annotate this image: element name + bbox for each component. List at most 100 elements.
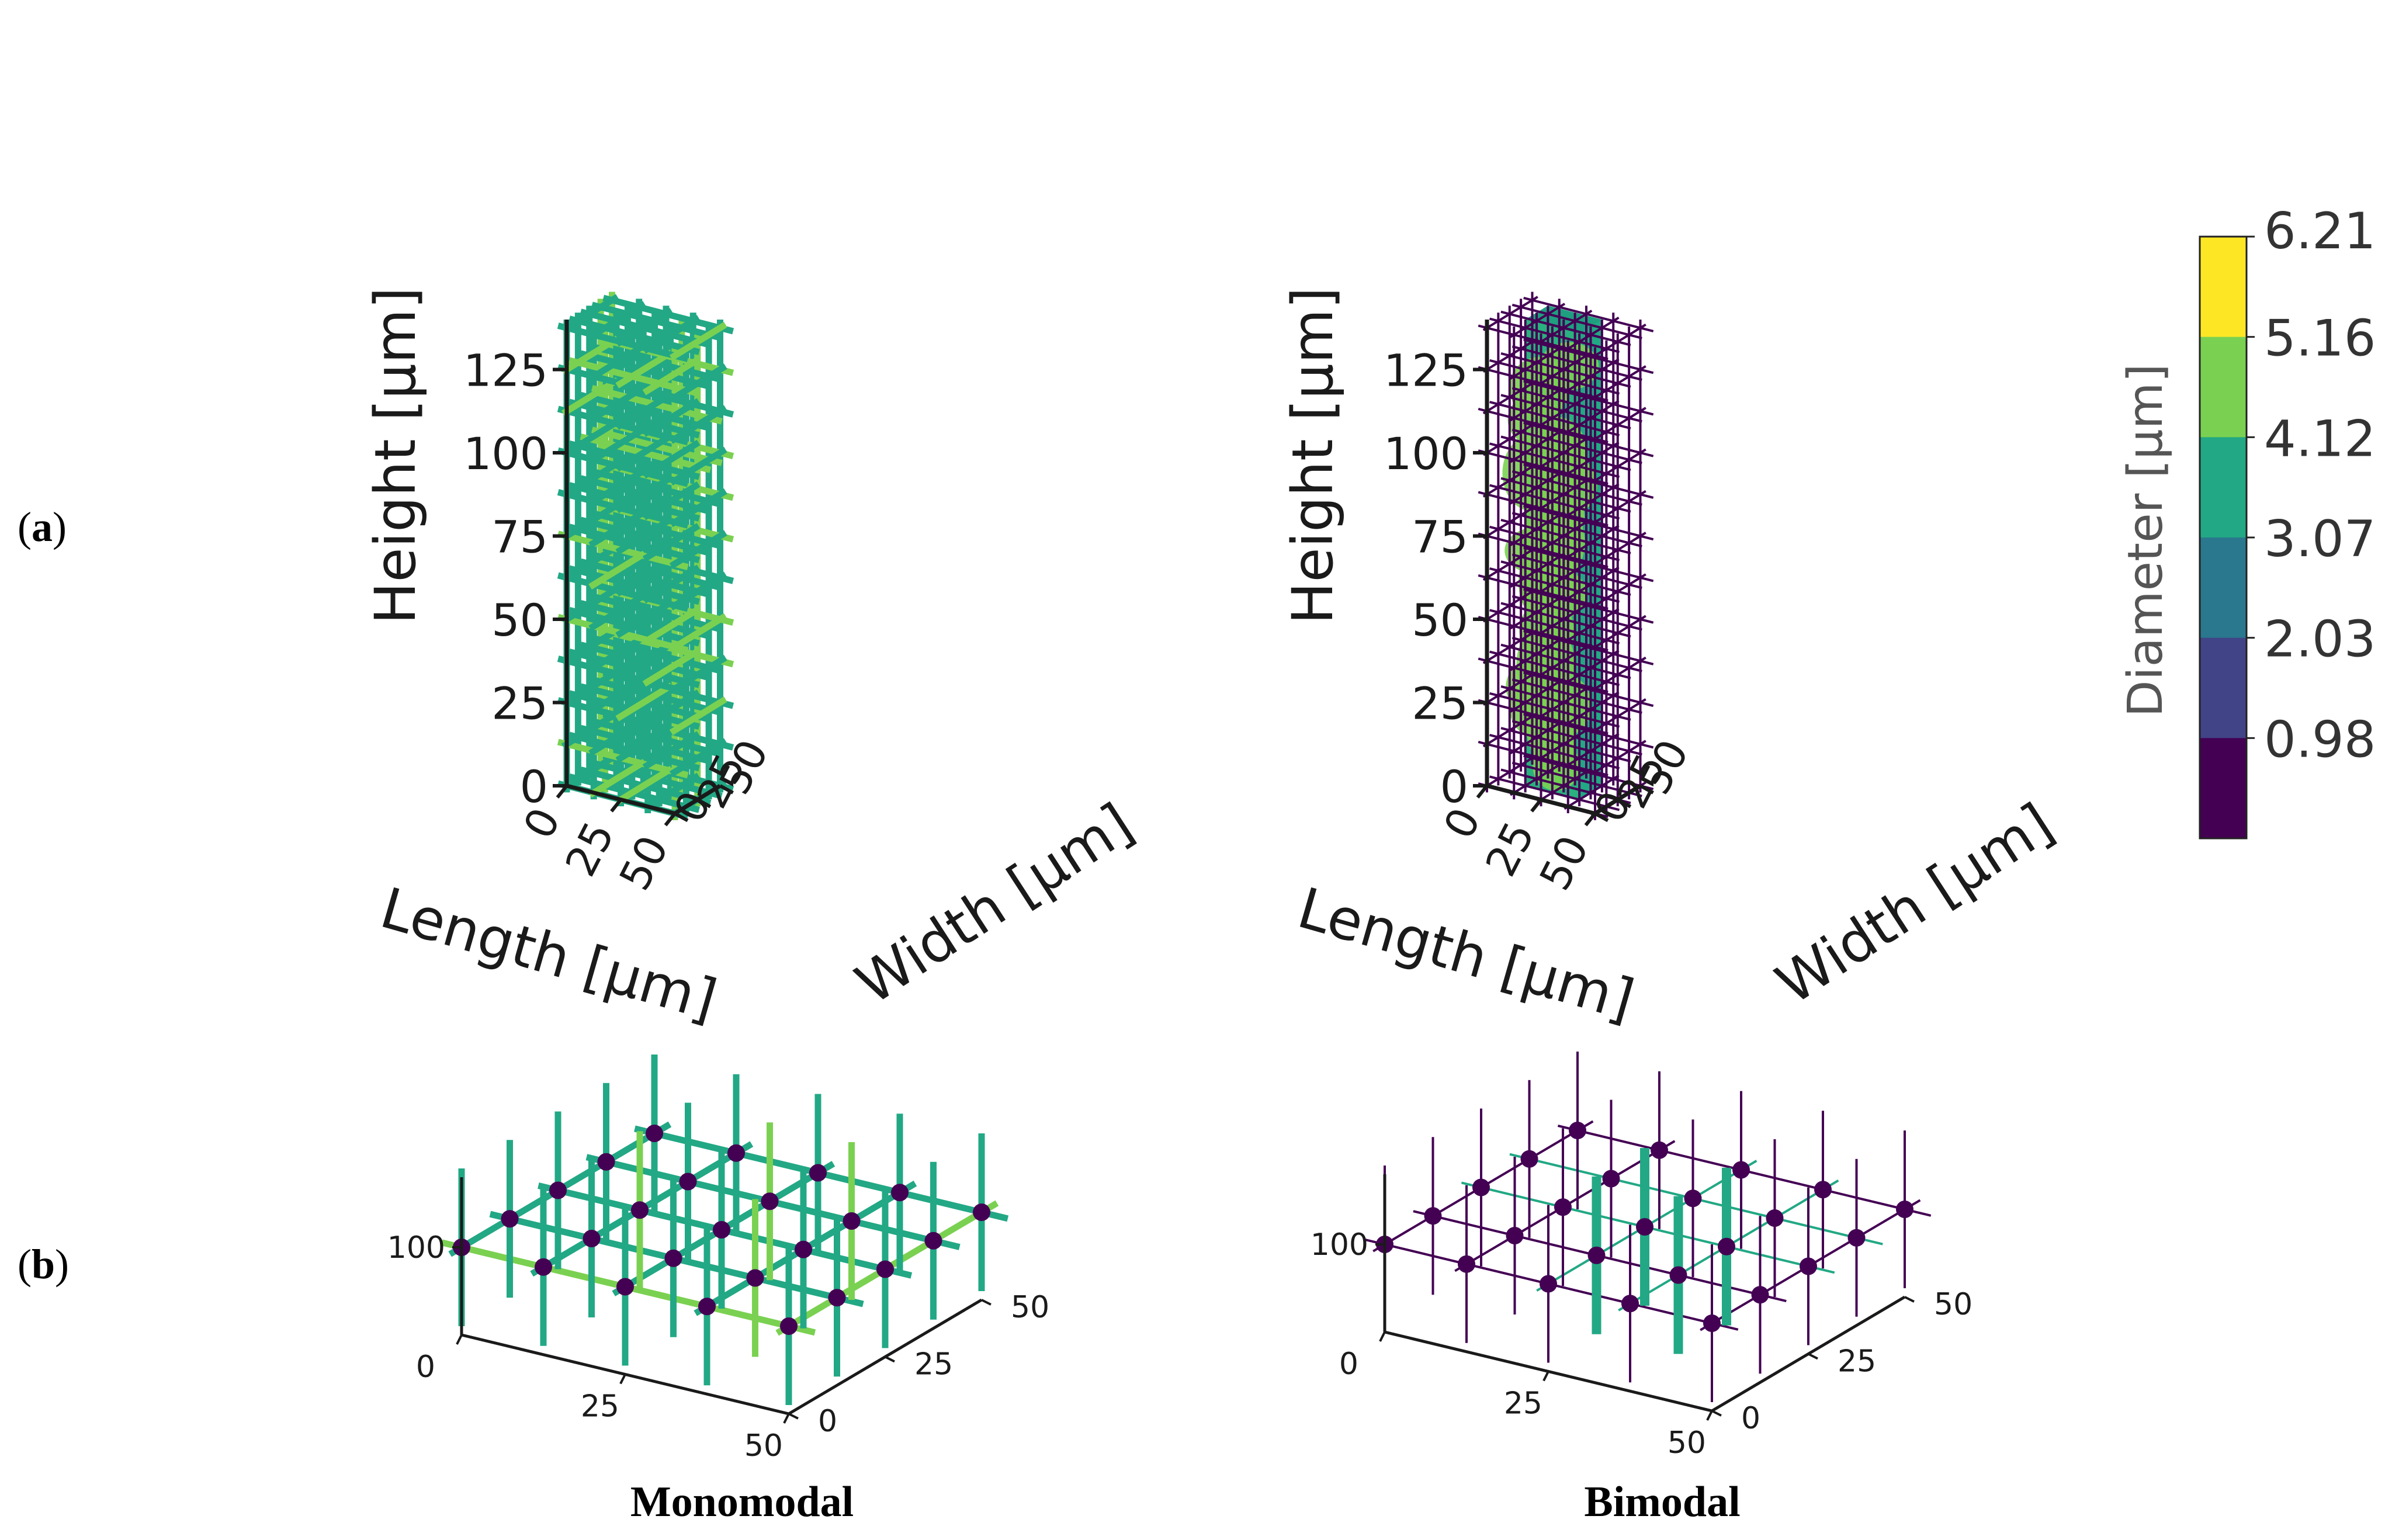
width-strut [588,675,646,714]
height-axis-label-left: Height [μm] [363,287,428,624]
slice-node [1669,1266,1687,1284]
width-strut [642,481,701,521]
slice-node [1751,1286,1769,1304]
length-strut [1523,338,1654,374]
slice-length-tick-label: 0 [1339,1347,1358,1382]
slice-node [631,1201,649,1219]
width-strut [561,627,619,666]
slice-node [1636,1218,1653,1236]
slice-width-tick [788,1413,799,1420]
length-strut [1523,505,1654,541]
width-tick [674,811,689,823]
width-strut [1537,684,1593,720]
slice-node [1800,1257,1817,1275]
length-strut [1523,754,1654,790]
length-strut [1500,394,1631,430]
slice-width-tick-label: 25 [914,1347,953,1382]
width-strut [1537,559,1593,595]
width-strut [1564,774,1620,810]
width-tick [1639,784,1654,795]
width-strut [615,641,674,680]
slice-node [761,1192,779,1211]
width-strut [1510,719,1566,755]
length-strut [1512,387,1642,423]
slice-node [809,1164,827,1182]
width-strut [1590,615,1646,651]
slice-node [1506,1227,1524,1244]
length-tick [1476,785,1489,799]
length-strut [1523,588,1654,624]
width-strut [1510,760,1566,796]
width-strut [669,571,727,611]
length-strut [1512,512,1642,548]
length-strut [1523,546,1654,582]
slice-node [746,1269,764,1287]
length-strut [1512,595,1642,631]
colorbar-tick-label: 5.16 [2264,310,2376,368]
length-strut [1500,768,1631,804]
width-strut [1590,740,1646,775]
width-strut [669,488,727,528]
length-strut [1500,602,1631,638]
slice-length-tick-label: 50 [744,1428,783,1463]
slice-node [713,1221,730,1239]
length-strut [1489,484,1620,520]
width-strut [669,696,727,736]
colorbar-bin [2200,437,2247,538]
slice-length-tick-label: 25 [1504,1386,1542,1421]
width-strut [1564,525,1620,560]
slice-node [535,1258,552,1276]
slice-width-tick-label: 50 [1011,1290,1049,1325]
colorbar-bin [2200,637,2247,738]
slice-node [1684,1189,1702,1208]
length-strut [1478,616,1608,652]
monomodal-slice-struts [441,1055,1009,1405]
width-strut [1482,337,1538,373]
width-strut [561,710,619,750]
width-tick [1594,811,1609,823]
slice-width-tick-label: 0 [818,1404,837,1439]
slice-height-tick-label: 100 [387,1230,445,1265]
width-strut [1537,601,1593,637]
monomodal-lattice-struts [557,292,734,820]
width-strut [1482,545,1538,581]
slice-node [698,1298,716,1316]
width-strut [1590,698,1646,734]
length-strut [1489,775,1620,811]
width-strut [1537,434,1593,470]
width-strut [561,585,619,625]
bimodal-slice-struts [1364,1052,1932,1402]
length-strut [1478,657,1608,693]
width-strut [1482,629,1538,664]
length-strut [1489,692,1620,728]
width-strut [588,342,646,381]
width-strut [1482,670,1538,706]
width-strut [561,419,619,458]
diameter-colorbar: 6.21 5.16 4.12 3.07 2.03 0.98 Diameter [μm] [2118,202,2376,840]
length-tick [610,798,622,813]
slice-node [828,1289,846,1307]
slice-width-tick [981,1299,992,1306]
length-strut [1489,650,1620,686]
length-axis-label-right: Length [μm] [1291,875,1641,1033]
length-tick [1530,798,1542,813]
length-strut [1523,380,1654,416]
slice-node [1621,1295,1639,1313]
width-strut [1564,400,1620,435]
length-strut [1478,366,1608,402]
width-strut [642,647,701,687]
width-strut [615,516,674,555]
width-strut [588,717,646,757]
length-strut [1500,435,1631,471]
width-strut [642,398,701,437]
width-strut [615,682,674,722]
slice-width-tick [1904,1296,1915,1303]
colorbar-bin [2200,738,2247,839]
slice-node [1847,1229,1866,1247]
length-strut [1489,317,1620,353]
width-strut [1482,587,1538,623]
slice-node [583,1230,601,1247]
slice-node [780,1317,798,1335]
slice-node [795,1240,812,1258]
